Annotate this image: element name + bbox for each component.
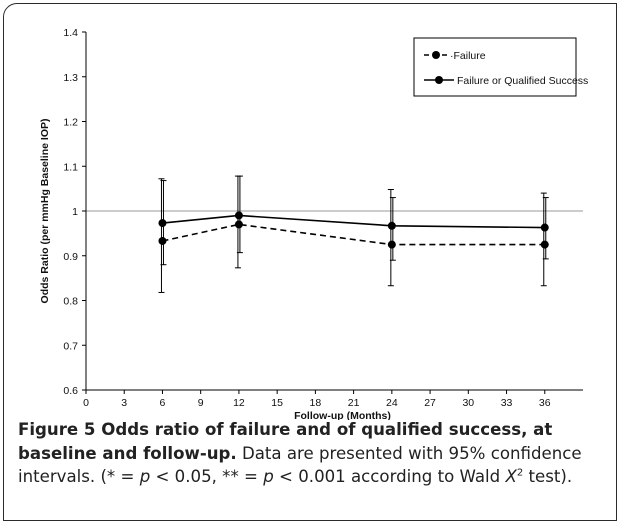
series-1-point [540, 240, 549, 249]
figure-caption: Figure 5 Odds ratio of failure and of qu… [18, 418, 608, 489]
series-2-point [540, 223, 549, 232]
series-1-point [234, 220, 243, 229]
x-tick-label: 21 [348, 397, 360, 409]
y-tick-label: 0.6 [63, 385, 78, 397]
legend-label-qualified: Failure or Qualified Success [457, 75, 588, 87]
caption-text-3: < 0.001 according to Wald [273, 467, 506, 486]
y-tick-label: 1.1 [63, 161, 78, 173]
x-tick-label: 33 [501, 397, 513, 409]
y-tick-label: 0.7 [63, 340, 78, 352]
legend-box [413, 37, 577, 97]
caption-superscript: 2 [516, 467, 524, 479]
caption-lead: Figure 5 Odds ratio of failure and of qu… [18, 420, 553, 463]
x-tick-label: 0 [83, 397, 89, 409]
y-tick-label: 0.9 [63, 251, 78, 263]
legend-marker-qualified [435, 76, 443, 84]
y-tick-label: 1.3 [63, 72, 78, 84]
legend-label-failure: ·Failure [450, 50, 486, 62]
x-tick-label: 36 [539, 397, 551, 409]
y-tick-label: 0.8 [63, 296, 78, 308]
series-2-line [162, 214, 545, 229]
caption-p-symbol-1: p [139, 467, 151, 486]
series-2-point [234, 211, 243, 220]
caption-text-1: Data are presented with 95% confidence i… [18, 443, 582, 487]
x-tick-label: 9 [198, 397, 204, 409]
x-axis-title: Follow-up (Months) [294, 410, 391, 420]
legend-marker-failure [432, 51, 440, 59]
y-tick-label: 1.4 [63, 27, 78, 39]
x-tick-label: 15 [271, 397, 283, 409]
chart-marks [158, 175, 549, 293]
caption-x-symbol: X [505, 467, 517, 486]
series-2-point [387, 221, 396, 230]
y-tick-label: 1 [72, 206, 78, 218]
x-tick-label: 30 [462, 397, 474, 409]
x-tick-label: 6 [160, 397, 166, 409]
series-2-point [158, 219, 167, 228]
caption-p-symbol-2: p [263, 467, 274, 486]
caption-text-4: test). [523, 467, 573, 486]
series-1-line [162, 223, 545, 246]
y-axis-title: Odds Ratio (per mmHg Baseline IOP) [39, 119, 51, 304]
series-1-point [158, 236, 167, 245]
x-tick-label: 27 [424, 397, 436, 409]
chart-legend: ·Failure Failure or Qualified Success [413, 37, 588, 97]
caption-text-2: < 0.05, ** = [150, 467, 264, 486]
chart-axes: 0.60.70.80.911.11.21.31.40 3 6 9 12 15 18 21 24 2… [39, 27, 583, 420]
series-1-point [387, 240, 396, 249]
x-tick-label: 12 [233, 397, 245, 409]
odds-ratio-chart: 0.60.70.80.911.11.21.31.40 3 6 9 12 15 18 21 24 2… [39, 27, 588, 420]
x-tick-label: 24 [386, 397, 398, 409]
x-tick-label: 3 [121, 397, 127, 409]
y-tick-label: 1.2 [63, 117, 78, 129]
x-tick-label: 18 [310, 397, 322, 409]
